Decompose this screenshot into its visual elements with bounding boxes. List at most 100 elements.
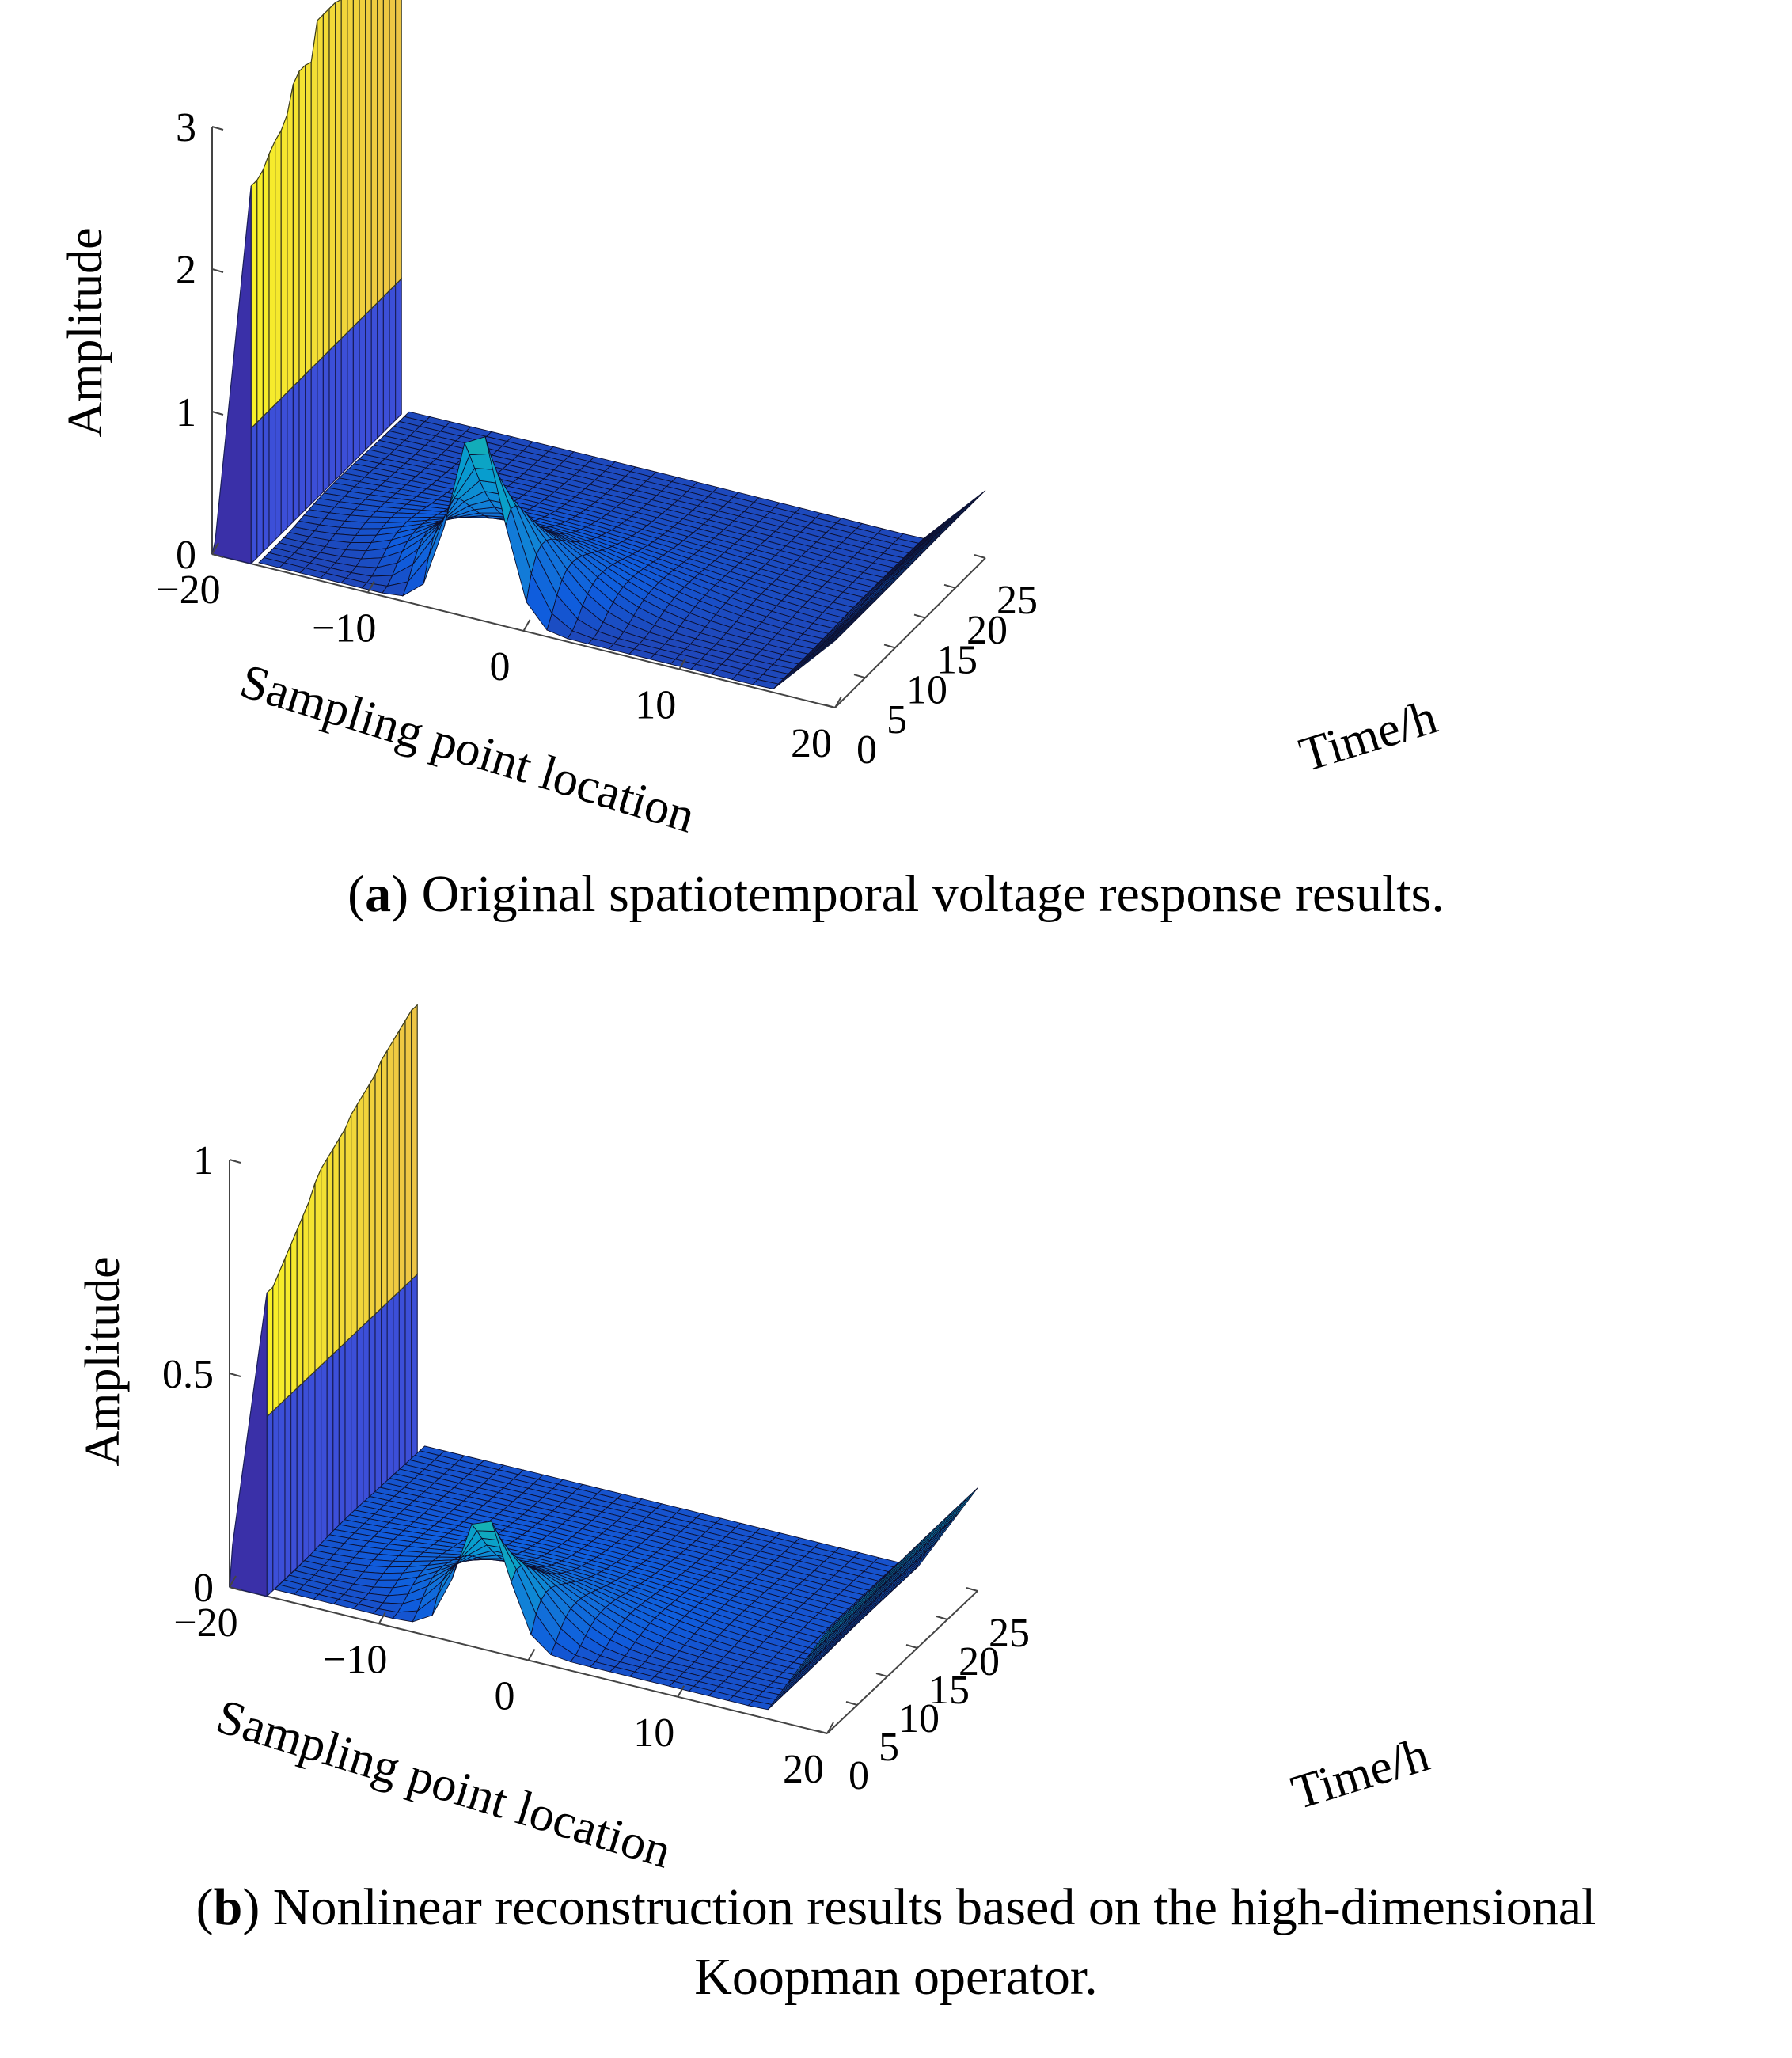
y-tick <box>815 1730 828 1734</box>
x-tick-label: 10 <box>635 683 676 728</box>
wall-lower-strip <box>382 289 390 434</box>
panel-a-z-axis-label: Amplitude <box>59 227 112 437</box>
wall-upper-strip <box>280 114 288 400</box>
wall-upper-strip <box>368 1073 376 1321</box>
wall-upper-strip <box>356 1092 364 1333</box>
x-tick <box>677 1685 685 1698</box>
x-tick-label: 10 <box>633 1711 674 1756</box>
y-axis-line <box>826 1590 978 1734</box>
wall-upper-strip <box>347 0 354 334</box>
wall-upper-strip <box>302 1201 309 1384</box>
wall-upper-strip <box>296 1215 304 1390</box>
wall-upper-strip <box>308 1183 316 1378</box>
wall-upper-strip <box>386 1038 394 1304</box>
y-tick <box>936 1616 948 1620</box>
wall-lower-strip <box>410 1273 418 1461</box>
wall-upper-strip <box>389 0 397 292</box>
z-tick <box>229 1159 241 1164</box>
panel-a-x-axis-label: Sampling point location <box>234 654 701 843</box>
z-tick-label: 0 <box>193 1566 214 1611</box>
z-tick-label: 0 <box>176 533 196 578</box>
wall-upper-strip <box>351 1103 358 1338</box>
panel-b-caption-label: b <box>213 1878 243 1936</box>
wall-upper-strip <box>377 0 384 304</box>
wall-lower-strip <box>370 301 378 446</box>
x-tick-label: −20 <box>173 1600 237 1646</box>
wall-upper-strip <box>317 13 324 364</box>
wall-upper-strip <box>404 1008 412 1287</box>
y-tick-label: 5 <box>887 697 907 742</box>
wall-lower-strip <box>338 1341 346 1529</box>
y-tick <box>905 1644 918 1649</box>
wall-lower-strip <box>332 1347 340 1535</box>
z-tick <box>211 268 224 273</box>
wall-upper-strip <box>382 0 390 298</box>
y-tick-label: 10 <box>898 1696 940 1741</box>
wall-upper-strip <box>398 1019 406 1293</box>
wall-lower-strip <box>322 349 330 493</box>
wall-upper-strip <box>268 140 276 412</box>
wall-upper-strip <box>410 1004 418 1282</box>
surface-patch <box>807 1626 833 1657</box>
wall-lower-strip <box>250 421 258 565</box>
y-tick <box>966 1587 978 1592</box>
wall-upper-strip <box>275 128 282 406</box>
wall-upper-strip <box>393 1028 400 1298</box>
x-tick <box>211 542 219 555</box>
wall-upper-strip <box>321 1156 328 1367</box>
wall-lower-strip <box>381 1301 388 1490</box>
z-tick <box>229 1373 241 1377</box>
x-tick <box>522 619 531 632</box>
z-tick-label: 0.5 <box>162 1352 214 1397</box>
wall-upper-strip <box>340 0 348 340</box>
wall-upper-strip <box>250 179 258 430</box>
wall-upper-strip <box>256 168 264 424</box>
y-tick <box>883 644 896 649</box>
x-tick <box>834 696 842 708</box>
wall-upper-strip <box>332 1137 340 1355</box>
wall-upper-strip <box>262 154 270 418</box>
y-tick-label: 0 <box>849 1753 869 1798</box>
wall-lower-strip <box>326 1353 334 1540</box>
wall-upper-strip <box>338 1127 346 1350</box>
wall-upper-strip <box>365 0 372 316</box>
y-tick <box>853 674 866 679</box>
y-tick-label: 20 <box>959 1639 1000 1684</box>
wall-upper-strip <box>328 1 336 352</box>
x-tick-label: −10 <box>312 606 376 651</box>
x-tick-label: 0 <box>495 1674 515 1719</box>
wall-lower-strip <box>395 277 402 422</box>
x-tick <box>678 658 687 670</box>
wall-lower-strip <box>344 1335 352 1524</box>
wall-lower-strip <box>280 391 288 535</box>
wall-lower-strip <box>317 355 324 499</box>
y-tick-label: 0 <box>856 727 877 773</box>
panel-a-caption-label: a <box>365 865 392 923</box>
wall-lower-strip <box>398 1284 406 1472</box>
z-tick-label: 3 <box>176 105 196 150</box>
panel-b-caption-text-line2: Koopman operator. <box>694 1948 1098 2006</box>
z-tick <box>211 553 224 558</box>
wall-edge-face <box>229 1293 268 1597</box>
wall-lower-strip <box>290 1387 298 1575</box>
y-tick-label: 10 <box>906 667 947 712</box>
wall-lower-strip <box>335 337 342 481</box>
wall-upper-strip <box>290 1229 298 1395</box>
wall-upper-strip <box>381 1049 388 1310</box>
panel-a-caption-text: Original spatiotemporal voltage response… <box>421 865 1445 923</box>
wall-lower-strip <box>352 319 360 464</box>
x-tick-label: −20 <box>156 568 220 613</box>
wall-lower-strip <box>256 415 264 560</box>
wall-upper-strip <box>298 64 306 382</box>
wall-lower-strip <box>275 397 282 541</box>
wall-lower-strip <box>266 1410 274 1597</box>
wall-upper-strip <box>310 20 318 370</box>
panel-b-x-axis-label: Sampling point location <box>211 1689 678 1878</box>
y-axis-line <box>834 557 986 708</box>
wall-upper-strip <box>272 1272 279 1412</box>
panel-a-y-axis-label: Time/h <box>1293 690 1443 783</box>
wall-lower-strip <box>347 325 354 469</box>
